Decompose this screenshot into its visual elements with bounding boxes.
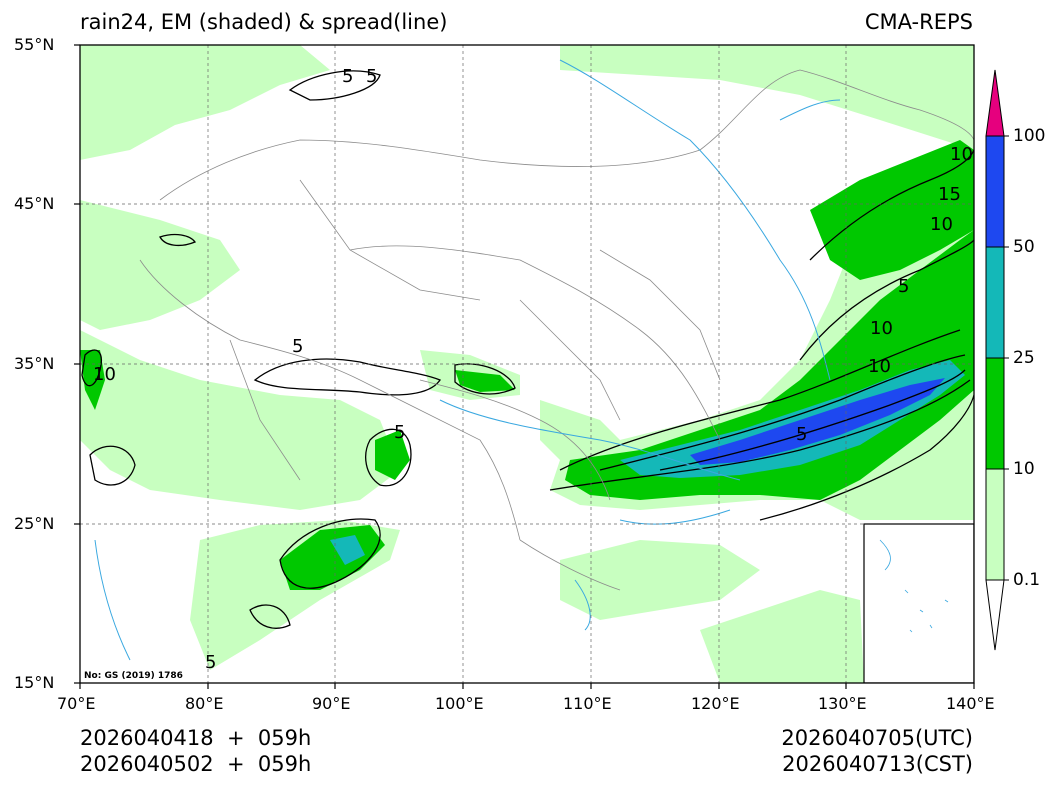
- colorbar-segment-10-25: [985, 357, 1005, 470]
- colorbar: [985, 69, 1009, 651]
- contour-label: 10: [930, 214, 953, 235]
- colorbar-label: 0.1: [1013, 570, 1041, 590]
- colorbar-over-triangle: [985, 69, 1005, 137]
- contour-label: 5: [342, 66, 353, 87]
- spread-contours: [81, 70, 974, 629]
- lon-label: 140°E: [946, 694, 995, 713]
- lon-label: 120°E: [691, 694, 740, 713]
- lat-label: 15°N: [14, 673, 55, 692]
- lat-label: 35°N: [14, 354, 55, 373]
- init-time-cst: 2026040502 + 059h: [80, 752, 312, 776]
- contour-label: 5: [366, 66, 377, 87]
- lon-label: 70°E: [57, 694, 96, 713]
- contour-label: 10: [93, 364, 116, 385]
- contour-label: 5: [394, 422, 405, 443]
- border-lines: [139, 69, 974, 591]
- contour-label: 5: [205, 652, 216, 673]
- colorbar-label: 10: [1013, 459, 1035, 479]
- contour-label: 15: [938, 184, 961, 205]
- inset-islands: [879, 539, 949, 633]
- colorbar-segment-50-100: [985, 135, 1005, 248]
- lon-label: 130°E: [818, 694, 867, 713]
- init-time-block: 2026040418 + 059h 2026040502 + 059h: [80, 725, 311, 777]
- south-china-sea-inset: [863, 523, 974, 683]
- contour-label-group: 5 5 10 15 10 5 10 10 5 5 10 5 5: [93, 66, 973, 673]
- contour-label: 5: [796, 424, 807, 445]
- precip-heavy-area: [330, 360, 965, 565]
- graticule: [80, 45, 974, 683]
- contour-label: 10: [868, 356, 891, 377]
- map-title: rain24, EM (shaded) & spread(line): [80, 10, 448, 34]
- contour-label: 5: [292, 336, 303, 357]
- colorbar-segment-25-50: [985, 246, 1005, 359]
- colorbar-label: 50: [1013, 237, 1035, 257]
- colorbar-segment-01-10: [985, 468, 1005, 581]
- init-time-utc: 2026040418 + 059h: [80, 726, 312, 750]
- colorbar-label: 25: [1013, 348, 1035, 368]
- valid-time-cst: 2026040713(CST): [782, 752, 973, 776]
- contour-label: 10: [870, 318, 893, 339]
- colorbar-label: 100: [1013, 126, 1046, 146]
- model-name: CMA-REPS: [864, 10, 973, 34]
- lon-label: 100°E: [435, 694, 484, 713]
- contour-label: 10: [950, 144, 973, 165]
- valid-time-block: 2026040705(UTC) 2026040713(CST): [781, 725, 973, 777]
- valid-time-utc: 2026040705(UTC): [781, 726, 973, 750]
- lon-label: 90°E: [312, 694, 351, 713]
- precip-very-heavy-area: [690, 378, 945, 465]
- lon-label: 80°E: [185, 694, 224, 713]
- lat-label: 45°N: [14, 194, 55, 213]
- river-coast-lines: [94, 59, 841, 661]
- lon-label: 110°E: [563, 694, 612, 713]
- lat-label: 25°N: [14, 514, 55, 533]
- lat-label: 55°N: [14, 35, 55, 54]
- contour-label: 5: [898, 276, 909, 297]
- map-approval-note: No: GS (2019) 1786: [84, 671, 183, 681]
- colorbar-under-triangle: [985, 579, 1005, 651]
